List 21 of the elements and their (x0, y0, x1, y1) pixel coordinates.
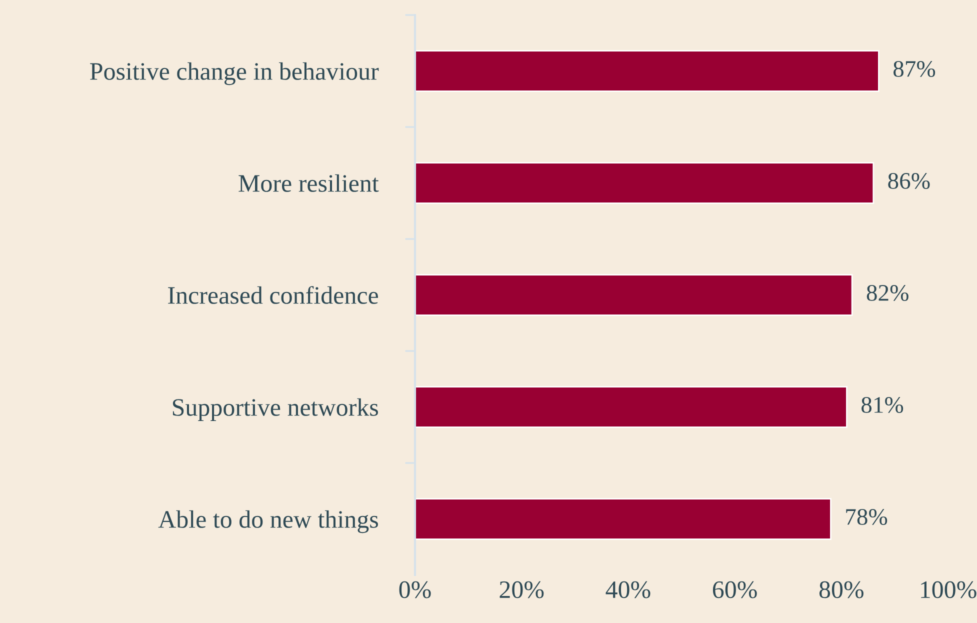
bar (415, 50, 880, 92)
bar (415, 386, 848, 428)
x-tick-label: 80% (819, 581, 864, 598)
x-tick-label: 40% (606, 581, 650, 598)
y-tick-label: Increased confidence (168, 286, 378, 304)
bar (415, 498, 832, 540)
y-tick-label: Positive change in behaviour (90, 62, 379, 86)
x-tick-label: 60% (712, 581, 757, 598)
y-tick-label: More resilient (238, 174, 379, 192)
y-tick-label: Able to do new things (158, 510, 378, 534)
x-tick-label: 0% (399, 581, 431, 598)
bar (415, 274, 853, 316)
data-label: 82% (866, 284, 908, 301)
x-tick-label: 20% (500, 581, 544, 598)
data-label: 86% (888, 172, 930, 189)
data-label: 81% (862, 396, 904, 413)
data-label: 87% (894, 60, 936, 77)
y-tick-label: Supportive networks (172, 398, 378, 421)
x-tick-label: 100% (921, 581, 976, 598)
data-label: 78% (846, 508, 888, 525)
bar (415, 162, 874, 204)
